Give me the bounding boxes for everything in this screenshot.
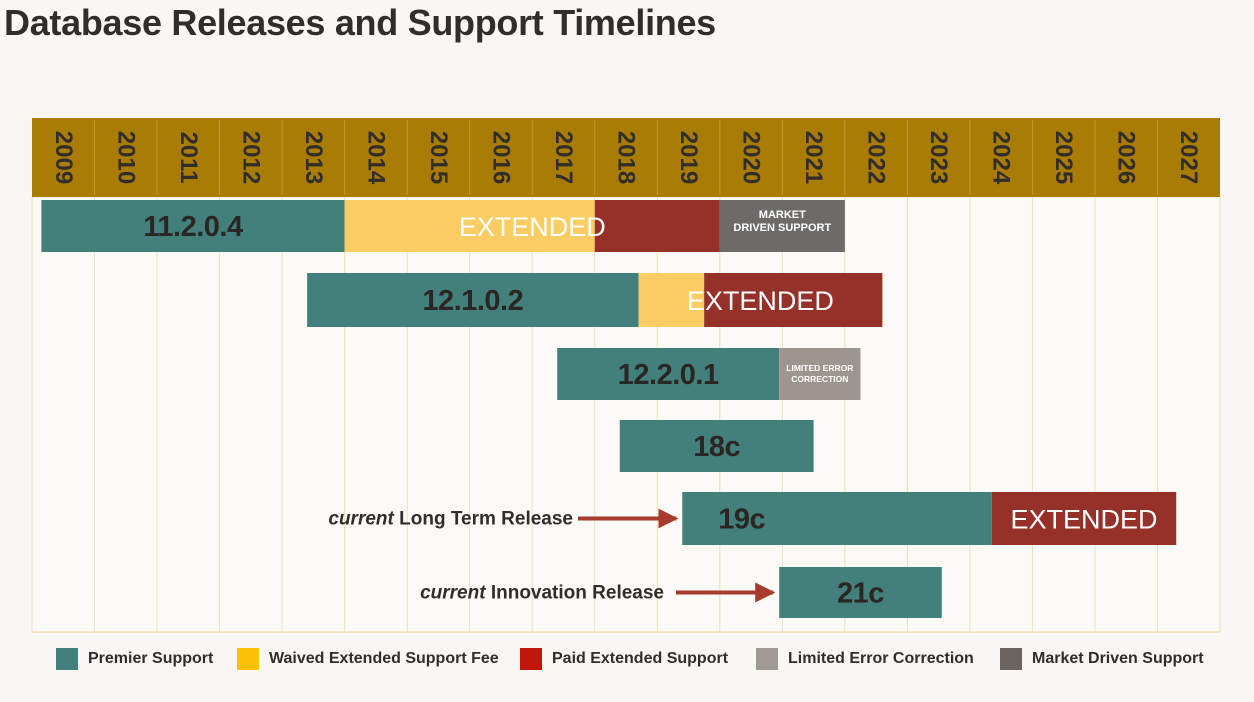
bar-segment-paid	[704, 273, 883, 327]
year-tick-label: 2012	[237, 131, 264, 184]
year-tick-label: 2014	[362, 131, 389, 185]
bar-segment-premier	[779, 567, 942, 618]
annotation-text: Innovation Release	[486, 582, 664, 603]
bar-segment-waived	[344, 200, 595, 252]
bar-segment-premier	[41, 200, 345, 252]
legend-item-limited: Limited Error Correction	[756, 648, 974, 670]
year-tick-label: 2020	[738, 131, 765, 184]
bar-segment-paid	[594, 200, 720, 252]
bar-segment-premier	[619, 420, 814, 472]
year-tick-label: 2013	[300, 131, 327, 184]
legend-label-paid: Paid Extended Support	[552, 650, 729, 667]
year-tick-label: 2023	[925, 131, 952, 184]
legend-item-paid: Paid Extended Support	[520, 648, 728, 670]
market-driven-label-line1: MARKET	[759, 209, 806, 221]
bar-segment-premier	[307, 273, 639, 327]
year-tick-label: 2027	[1175, 131, 1202, 184]
limited-error-label-line1: LIMITED ERROR	[786, 363, 853, 373]
release-row: 18c	[619, 420, 814, 472]
bar-segment-limited	[779, 348, 861, 400]
legend: Premier Support Waived Extended Support …	[56, 648, 1226, 678]
legend-swatch-paid	[520, 648, 542, 670]
limited-error-label-line2: CORRECTION	[791, 374, 848, 384]
release-row: 12.1.0.2 EXTENDED	[307, 273, 883, 327]
release-name-label: 21c	[837, 578, 884, 610]
year-tick-label: 2011	[175, 131, 202, 183]
release-name-label: 19c	[718, 504, 765, 536]
plot-area	[32, 197, 1220, 632]
year-tick-label: 2010	[112, 131, 139, 184]
year-tick-label: 2016	[487, 131, 514, 184]
extended-label: EXTENDED	[1010, 505, 1157, 535]
page-title: Database Releases and Support Timelines	[4, 2, 716, 43]
extended-label: EXTENDED	[459, 212, 606, 242]
year-tick-label: 2025	[1050, 131, 1077, 184]
legend-label-market: Market Driven Support	[1032, 650, 1204, 667]
release-row: 21c current Innovation Release	[420, 567, 942, 618]
annotation-emphasis: current	[420, 582, 486, 603]
annotation-text: Long Term Release	[394, 508, 573, 529]
legend-swatch-waived	[237, 648, 259, 670]
year-tick-label: 2024	[988, 131, 1015, 185]
bar-segment-waived	[638, 273, 705, 327]
bar-segment-premier	[682, 492, 992, 545]
year-tick-label: 2022	[863, 131, 890, 184]
year-tick-label: 2026	[1113, 131, 1140, 184]
legend-item-premier: Premier Support	[56, 648, 213, 670]
legend-label-limited: Limited Error Correction	[788, 650, 974, 667]
annotation-emphasis: current	[328, 508, 394, 529]
bar-segment-market	[719, 200, 845, 252]
legend-swatch-limited	[756, 648, 778, 670]
bar-segment-premier	[557, 348, 780, 400]
legend-label-waived: Waived Extended Support Fee	[269, 650, 499, 667]
year-tick-label: 2009	[50, 131, 77, 184]
legend-swatch-market	[1000, 648, 1022, 670]
release-row: 19c EXTENDED current Long Term Release	[328, 492, 1177, 545]
market-driven-label-line2: DRIVEN SUPPORT	[733, 222, 831, 234]
legend-label-premier: Premier Support	[88, 650, 214, 667]
year-tick-label: 2021	[800, 131, 827, 184]
release-name-label: 12.2.0.1	[618, 359, 719, 391]
legend-item-market: Market Driven Support	[1000, 648, 1204, 670]
year-header-band	[32, 118, 1220, 197]
year-tick-label: 2015	[425, 131, 452, 184]
extended-label: EXTENDED	[687, 286, 834, 316]
legend-swatch-premier	[56, 648, 78, 670]
release-name-label: 11.2.0.4	[143, 211, 243, 243]
year-tick-label: 2019	[675, 131, 702, 184]
legend-item-waived: Waived Extended Support Fee	[237, 648, 499, 670]
release-name-label: 12.1.0.2	[422, 285, 523, 317]
year-tick-label: 2017	[550, 131, 577, 184]
bar-segment-paid	[991, 492, 1177, 545]
release-name-label: 18c	[693, 431, 740, 463]
year-tick-label: 2018	[613, 131, 640, 184]
release-annotation: current Innovation Release	[420, 582, 664, 603]
release-annotation: current Long Term Release	[328, 508, 573, 529]
